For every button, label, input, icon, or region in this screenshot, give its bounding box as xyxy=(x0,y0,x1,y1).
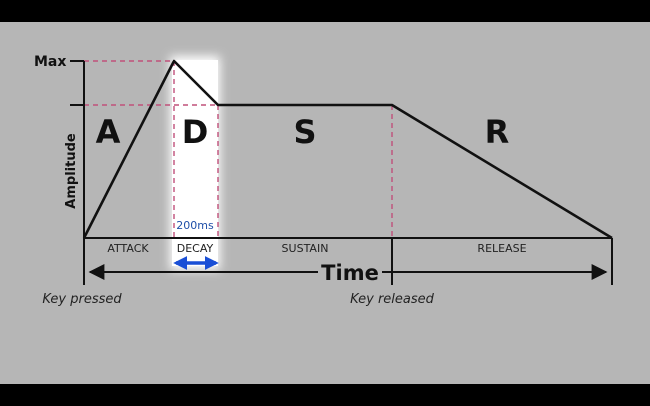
phase-label-release: RELEASE xyxy=(477,242,526,255)
guide-lines xyxy=(84,60,393,238)
decay-duration-label: 200ms xyxy=(176,219,214,232)
bottom-letterbox-bar xyxy=(0,384,650,406)
top-letterbox-bar xyxy=(0,0,650,22)
y-axis-label: Amplitude xyxy=(64,133,79,209)
adsr-envelope-line xyxy=(82,59,613,240)
phase-letter-release: R xyxy=(485,113,510,151)
decay-highlight xyxy=(172,60,218,266)
time-axis-label: Time xyxy=(321,261,379,285)
phase-letter-sustain: S xyxy=(293,113,316,151)
phase-letter-decay: D xyxy=(182,113,209,151)
time-label-backing xyxy=(318,259,382,285)
phase-label-sustain: SUSTAIN xyxy=(282,242,329,255)
phase-label-attack: ATTACK xyxy=(107,242,149,255)
y-max-label: Max xyxy=(34,54,66,70)
diagram-background xyxy=(0,22,650,384)
phase-letter-attack: A xyxy=(96,113,121,151)
key-released-label: Key released xyxy=(350,292,435,307)
key-pressed-label: Key pressed xyxy=(42,292,122,307)
phase-label-decay: DECAY xyxy=(177,242,214,255)
